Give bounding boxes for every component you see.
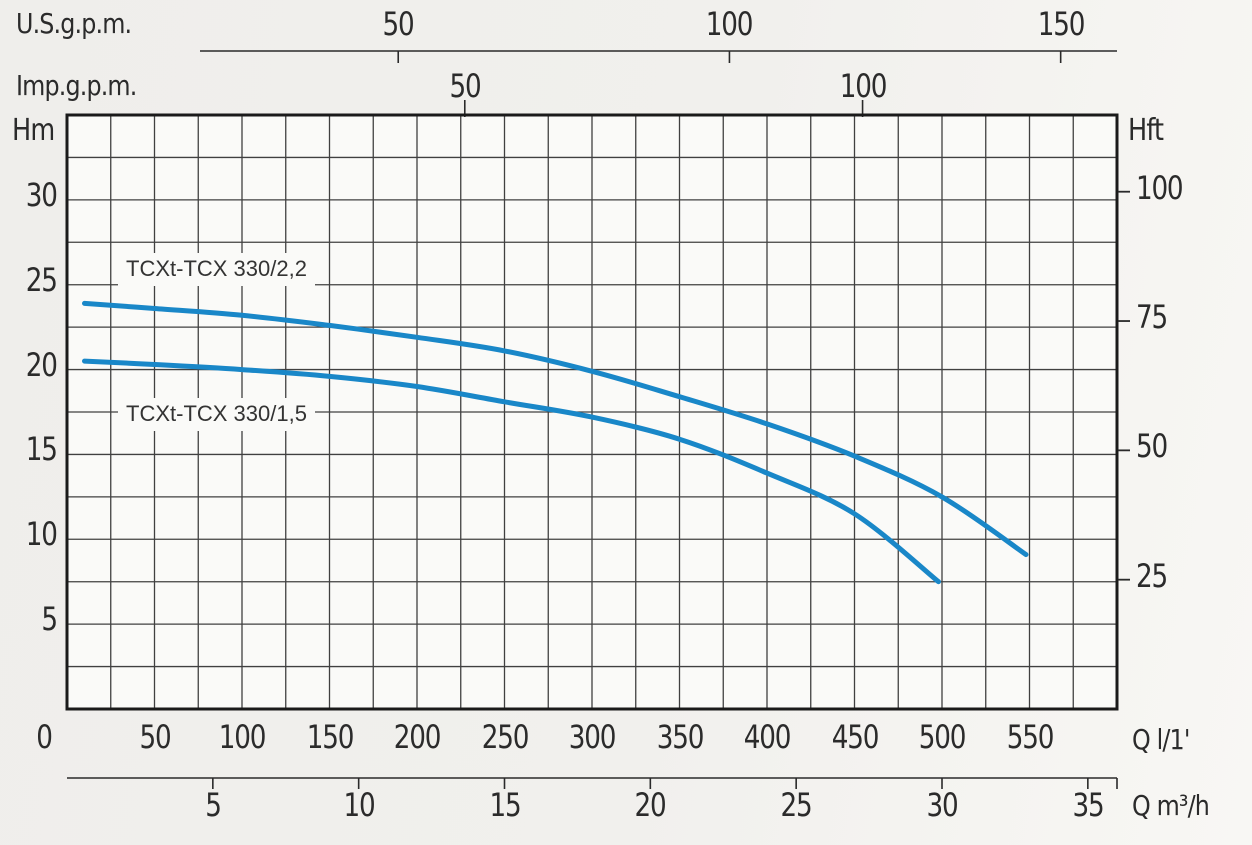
head-ft-axis-label: Hft [1128,113,1164,148]
flow-l1-tick-label: 400 [743,718,792,756]
us-gpm-tick-label: 150 [1037,5,1085,43]
head-m-tick-label: 25 [26,260,58,299]
flow-m3h-axis-label: Q m³/h [1132,789,1210,822]
flow-l1-tick-label: 350 [656,718,704,756]
imp-gpm-tick-label: 50 [449,67,481,105]
flow-m3h-tick-label: 30 [926,786,959,824]
us-gpm-axis-label: U.S.g.p.m. [16,7,132,40]
flow-l1-tick-label: 200 [393,718,442,756]
head-ft-tick-label: 25 [1136,556,1168,595]
curve-label-330-2-2: TCXt-TCX 330/2,2 [118,253,315,286]
flow-m3h-tick-label: 25 [780,786,813,824]
flow-l1-tick-label: 0 [36,718,53,756]
flow-l1-tick-label: 150 [306,718,354,756]
flow-m3h-tick-label: 35 [1072,786,1104,824]
flow-l1-tick-label: 500 [918,718,967,756]
flow-l1-tick-label: 250 [481,718,529,756]
flow-l1-tick-label: 550 [1006,718,1054,756]
us-gpm-tick-label: 50 [382,5,415,43]
us-gpm-tick-label: 100 [706,5,754,43]
flow-m3h-tick-label: 5 [205,786,222,824]
head-m-axis-label: Hm [12,113,55,148]
head-m-tick-label: 20 [26,345,58,384]
head-m-tick-label: 5 [41,600,59,639]
curve-label-330-1-5: TCXt-TCX 330/1,5 [118,398,315,431]
imp-gpm-axis-label: Imp.g.p.m. [16,69,137,102]
flow-l1-axis-label: Q l/1' [1132,723,1190,756]
pump-curve-330-2-2 [82,300,1029,558]
flow-m3h-tick-label: 20 [634,786,667,824]
flow-l1-tick-label: 300 [568,718,617,756]
head-m-tick-label: 15 [26,430,58,469]
flow-m3h-tick-label: 10 [343,786,375,824]
flow-l1-tick-label: 100 [218,718,267,756]
flow-l1-tick-label: 450 [831,718,879,756]
imp-gpm-tick-label: 100 [839,67,887,105]
plot-border [65,113,1119,711]
head-ft-tick-label: 100 [1136,168,1184,207]
head-ft-tick-label: 50 [1136,427,1168,466]
pump-curve-330-1-5 [82,358,941,585]
head-ft-tick-label: 75 [1136,298,1168,337]
head-m-tick-label: 10 [26,515,58,554]
flow-m3h-tick-label: 15 [489,786,521,824]
flow-l1-tick-label: 50 [139,718,171,756]
head-m-tick-label: 30 [26,175,58,214]
